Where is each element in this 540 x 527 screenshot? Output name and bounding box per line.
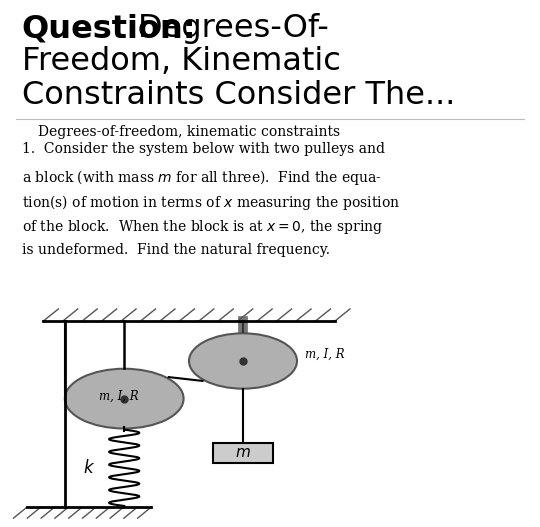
Text: 1.  Consider the system below with two pulleys and: 1. Consider the system below with two pu… xyxy=(22,142,384,157)
Bar xyxy=(213,443,273,463)
Ellipse shape xyxy=(65,369,184,428)
Text: $k$: $k$ xyxy=(83,459,95,477)
Text: Question:: Question: xyxy=(22,13,196,44)
Text: $m$: $m$ xyxy=(235,446,251,460)
Text: Freedom, Kinematic: Freedom, Kinematic xyxy=(22,46,341,77)
Text: is undeformed.  Find the natural frequency.: is undeformed. Find the natural frequenc… xyxy=(22,243,329,258)
Text: Degrees-of-freedom, kinematic constraints: Degrees-of-freedom, kinematic constraint… xyxy=(38,125,340,140)
Text: Degrees-Of-: Degrees-Of- xyxy=(138,13,329,44)
Text: Constraints Consider The...: Constraints Consider The... xyxy=(22,80,455,111)
Text: a block (with mass $m$ for all three).  Find the equa-: a block (with mass $m$ for all three). F… xyxy=(22,168,381,187)
Text: tion(s) of motion in terms of $x$ measuring the position: tion(s) of motion in terms of $x$ measur… xyxy=(22,193,400,212)
Text: m, I, R: m, I, R xyxy=(99,390,139,403)
Text: of the block.  When the block is at $x = 0$, the spring: of the block. When the block is at $x = … xyxy=(22,218,383,236)
Ellipse shape xyxy=(189,334,297,389)
Text: m, I, R: m, I, R xyxy=(305,348,345,361)
